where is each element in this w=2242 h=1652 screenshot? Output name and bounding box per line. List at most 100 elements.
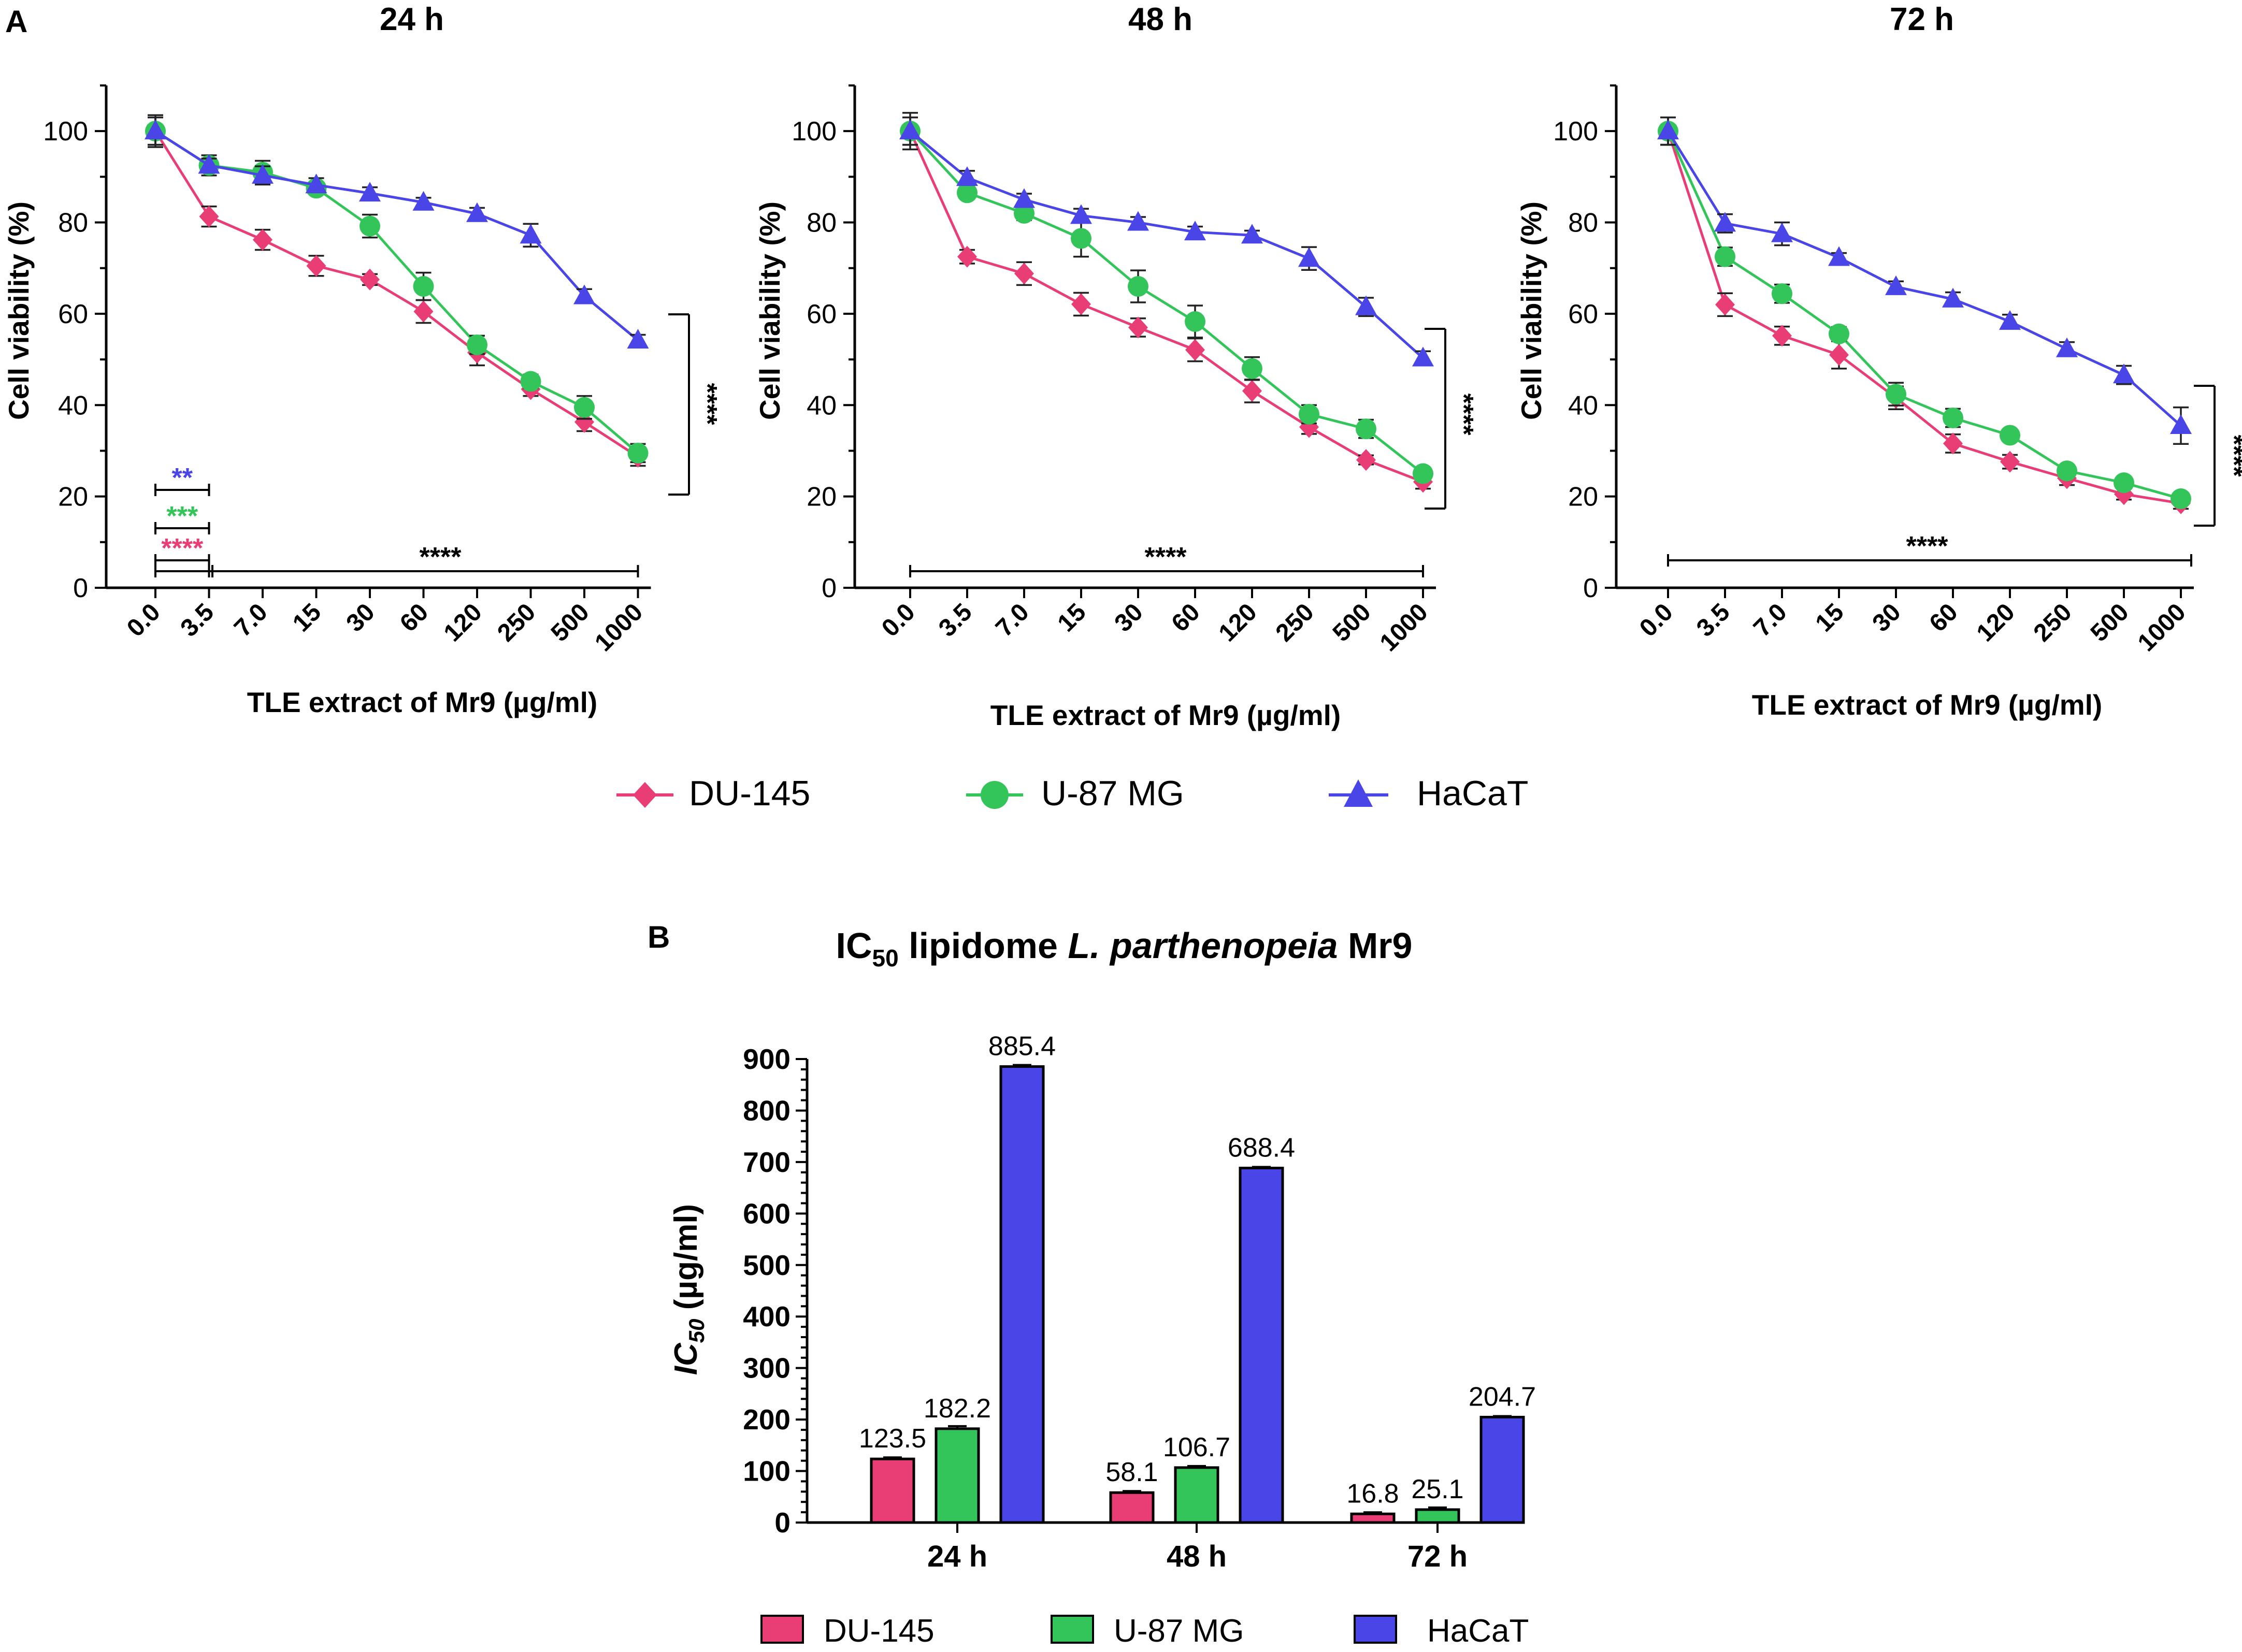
triangle-marker	[1127, 211, 1149, 231]
x-tick-label: 250	[492, 598, 541, 647]
legend-b-label-u87mg: U-87 MG	[1114, 1613, 1244, 1649]
circle-marker	[627, 442, 649, 463]
y-axis-label-24h: Cell viability (%)	[3, 201, 35, 420]
diamond-marker	[574, 411, 594, 433]
series-u87	[145, 116, 649, 463]
data-label: 106.7	[1163, 1432, 1230, 1462]
y-tick-label: 0	[73, 573, 88, 603]
circle-marker	[360, 215, 380, 237]
circle-marker	[1071, 228, 1091, 249]
circle-marker	[1185, 311, 1205, 332]
y-axis-label-72h: Cell viability (%)	[1515, 201, 1547, 420]
x-tick-label: 7.0	[990, 598, 1034, 642]
diamond-marker	[1014, 263, 1034, 285]
diamond-marker	[1715, 294, 1735, 316]
legend-item-u87mg: U-87 MG	[966, 774, 1184, 813]
diamond-marker	[1829, 344, 1849, 366]
legend-line-charts: DU-145 U-87 MG HaCaT	[616, 774, 1528, 813]
x-axis-label-24h: TLE extract of Mr9 (µg/ml)	[247, 686, 598, 718]
circle-marker	[2114, 472, 2134, 494]
legend-b-swatch-hacat	[1354, 1615, 1397, 1644]
triangle-marker	[466, 202, 488, 222]
data-label: 204.7	[1469, 1382, 1536, 1412]
y-tick-label: 0	[822, 573, 837, 603]
triangle-marker	[1355, 295, 1377, 315]
diamond-marker	[306, 255, 326, 277]
significance-stars: ****	[161, 533, 204, 563]
x-tick-label: 7.0	[229, 598, 273, 642]
y-tick-label: 80	[1568, 208, 1598, 238]
triangle-marker	[2113, 364, 2135, 384]
x-tick-label: 0.0	[876, 598, 921, 642]
legend-b-label-hacat: HaCaT	[1427, 1613, 1529, 1649]
series-line-hacat	[154, 130, 639, 341]
diamond-marker	[1943, 432, 1963, 455]
circle-marker	[957, 182, 978, 204]
bar-u87	[1415, 1508, 1460, 1524]
data-label: 123.5	[859, 1424, 926, 1454]
x-tick-label: 60	[1167, 598, 1205, 637]
series-line-hacat	[909, 130, 1424, 359]
x-tick-label: 24 h	[927, 1540, 987, 1573]
x-tick-label: 1000	[1375, 598, 1433, 657]
triangle-marker	[1885, 275, 1907, 295]
triangle-marker	[1999, 310, 2021, 330]
diamond-marker	[2000, 451, 2020, 473]
y-axis-label-48h: Cell viability (%)	[754, 201, 786, 420]
series-line-hacat	[1666, 130, 2182, 427]
x-tick-label: 0.0	[1634, 598, 1678, 642]
significance-stars: ****	[2219, 435, 2242, 477]
diamond-marker	[1071, 293, 1091, 315]
series-hacat	[899, 112, 1434, 367]
x-tick-label: 72 h	[1407, 1540, 1468, 1573]
legend-item-hacat: HaCaT	[1329, 774, 1528, 813]
triangle-marker	[573, 284, 595, 305]
diamond-marker	[633, 782, 657, 808]
diamond-marker	[253, 229, 272, 251]
significance-stars: ****	[692, 383, 722, 426]
diamond-marker	[413, 300, 434, 323]
series-du145	[1658, 116, 2191, 514]
y-tick-label: 600	[743, 1197, 791, 1229]
title-ic: IC	[836, 925, 872, 966]
x-tick-label: 3.5	[1691, 598, 1735, 642]
x-tick-label: 500	[1328, 598, 1376, 647]
y-tick-label: 60	[58, 299, 88, 329]
triangle-marker	[1412, 346, 1434, 367]
y-tick-label: 400	[743, 1300, 791, 1332]
x-tick-label: 60	[1924, 598, 1963, 637]
bar-chart-ic50: IC50 lipidome L. parthenopeia Mr9 IC50 (…	[668, 925, 1536, 1573]
ylabel-unit: (µg/ml)	[668, 1204, 704, 1319]
y-tick-label: 80	[58, 208, 88, 238]
series-line-u87	[1666, 131, 2181, 500]
significance-stars: ****	[1448, 394, 1478, 436]
diamond-marker	[360, 268, 380, 291]
series-hacat	[1657, 116, 2192, 445]
diamond-marker	[1185, 339, 1205, 361]
diamond-marker	[957, 245, 977, 268]
y-tick-label: 300	[743, 1352, 791, 1384]
triangle-marker	[145, 120, 166, 140]
triangle-marker	[2170, 414, 2192, 434]
diamond-marker	[1128, 316, 1148, 339]
bar-u87	[1174, 1466, 1219, 1524]
x-tick-label: 48 h	[1167, 1540, 1227, 1573]
line-chart-72h: 72 h TLE extract of Mr9 (µg/ml) Cell via…	[1515, 2, 2242, 721]
x-tick-label: 250	[2029, 598, 2077, 647]
x-tick-label: 1000	[2133, 598, 2191, 657]
circle-marker	[467, 334, 487, 355]
diamond-marker	[1242, 380, 1262, 402]
circle-marker	[1299, 403, 1319, 425]
bar-du145	[870, 1457, 915, 1524]
x-tick-label: 120	[1214, 598, 1262, 647]
y-tick-label: 100	[1553, 117, 1598, 147]
y-tick-label: 100	[743, 1455, 791, 1487]
y-tick-label: 500	[743, 1249, 791, 1281]
bar-u87	[935, 1427, 980, 1524]
circle-marker	[1242, 358, 1262, 379]
ylabel-ic-sub: 50	[684, 1318, 709, 1343]
x-tick-label: 250	[1271, 598, 1319, 647]
bar-hacat	[999, 1065, 1045, 1524]
series-u87	[1658, 116, 2191, 510]
significance-stars: ****	[1145, 542, 1187, 572]
